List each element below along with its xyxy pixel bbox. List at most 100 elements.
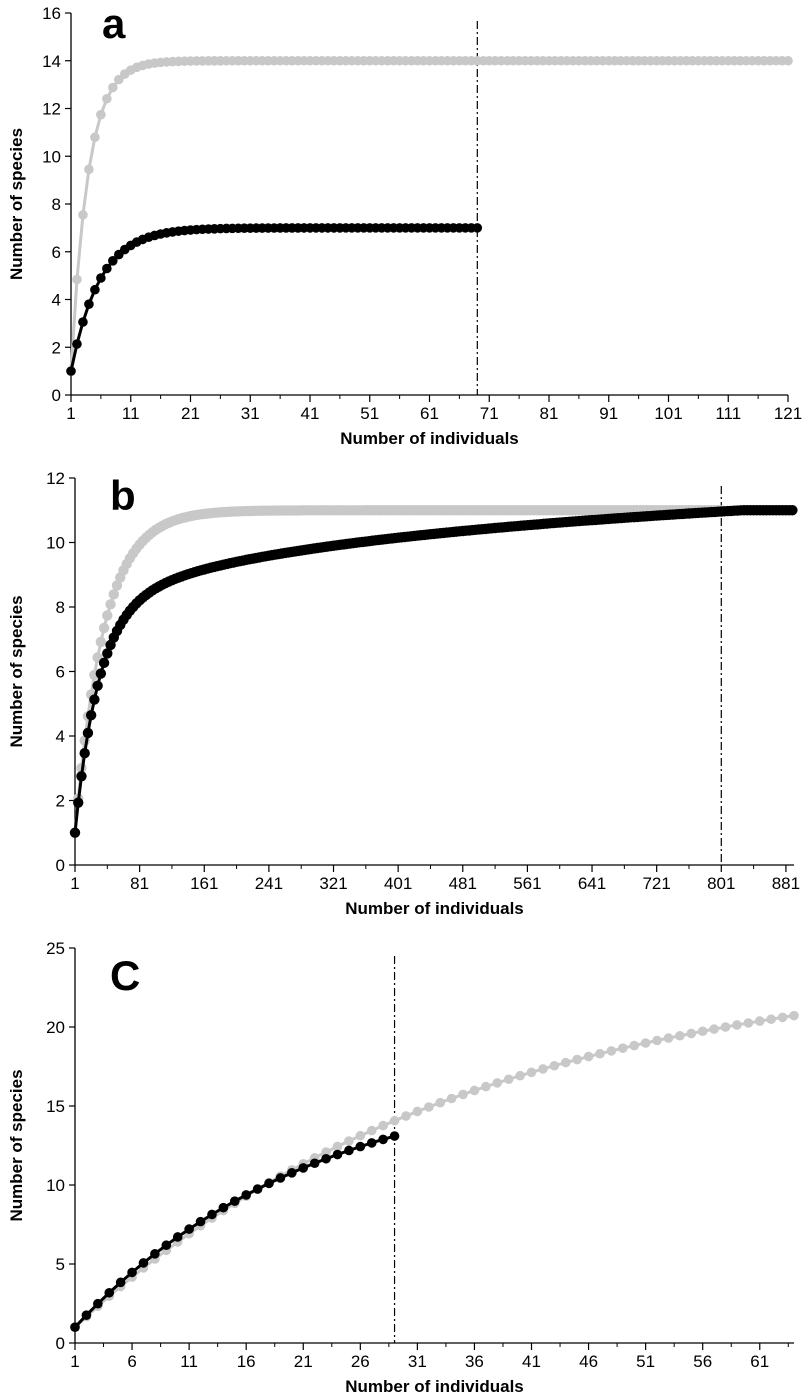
data-point (85, 709, 97, 721)
data-point (606, 1046, 617, 1056)
data-point (76, 771, 87, 782)
x-tick-label: 61 (750, 1352, 769, 1371)
data-point (618, 1043, 628, 1053)
data-point (73, 797, 84, 808)
data-point (378, 1134, 388, 1145)
data-point (787, 505, 798, 516)
data-point (435, 1097, 446, 1108)
y-tick-label: 2 (52, 338, 61, 357)
x-axis-title: Number of individuals (345, 899, 524, 918)
panel-b: 0 2 4 6 8 10 12 1 81 161 241 321 401 481 561 641 721 801 8… (7, 469, 800, 918)
data-point (675, 1030, 685, 1041)
data-point (560, 1057, 571, 1068)
x-tick-label: 31 (408, 1352, 427, 1371)
data-point (84, 164, 94, 175)
data-point (743, 1018, 754, 1028)
data-point (66, 366, 76, 376)
y-tick-label: 10 (46, 534, 65, 553)
data-point (264, 1178, 274, 1189)
data-point (241, 1190, 251, 1200)
y-tick-label: 20 (46, 1018, 65, 1037)
data-point (423, 1102, 434, 1112)
y-tick-label: 6 (56, 663, 65, 682)
data-point (108, 82, 118, 93)
data-point (332, 1141, 343, 1152)
x-tick-label: 16 (237, 1352, 256, 1371)
panel-letter: a (102, 0, 126, 47)
y-tick-label: 25 (46, 939, 65, 958)
x-axis-title: Number of individuals (345, 1377, 524, 1396)
y-tick-label: 0 (56, 1334, 65, 1353)
data-point (287, 1168, 297, 1178)
data-point (92, 680, 103, 691)
data-point (538, 1064, 548, 1074)
x-tick-label: 26 (351, 1352, 370, 1371)
data-point (70, 1322, 80, 1332)
y-tick-label: 0 (52, 386, 61, 405)
data-point (389, 1115, 400, 1126)
data-point (595, 1048, 605, 1059)
panel-letter: C (110, 952, 140, 999)
data-point (252, 1184, 263, 1194)
data-point (549, 1060, 560, 1071)
data-point (161, 1240, 172, 1251)
data-point (321, 1153, 331, 1164)
data-point (108, 589, 119, 600)
data-point (686, 1028, 697, 1039)
data-point (104, 1287, 115, 1298)
x-tick-label: 56 (693, 1352, 712, 1371)
x-tick-label: 481 (449, 874, 477, 893)
x-tick-label: 71 (480, 404, 499, 423)
data-point (469, 1085, 480, 1096)
data-point (766, 1014, 776, 1025)
data-point (102, 263, 112, 274)
data-point (321, 1147, 331, 1157)
x-tick-label: 81 (540, 404, 559, 423)
data-point (96, 273, 106, 283)
x-tick-label: 561 (513, 874, 541, 893)
data-point (229, 1196, 240, 1206)
series-black (70, 1131, 400, 1332)
series-line (69, 59, 788, 372)
x-tick-label: 11 (180, 1352, 198, 1371)
y-axis-title: Number of species (7, 595, 26, 747)
y-tick-label: 14 (42, 52, 61, 71)
x-tick-label: 21 (181, 404, 200, 423)
data-point (72, 339, 82, 349)
data-point (102, 610, 113, 621)
data-point (72, 274, 82, 285)
panel-letter: b (110, 472, 136, 519)
y-tick-label: 0 (56, 856, 65, 875)
series-line (73, 1014, 795, 1329)
data-point (172, 1232, 183, 1242)
data-point (95, 668, 107, 679)
data-point (102, 648, 113, 659)
data-point (115, 1277, 126, 1288)
data-point (503, 1074, 514, 1085)
data-point (78, 317, 88, 327)
y-axis-title: Number of species (7, 1069, 26, 1221)
data-point (732, 1020, 742, 1030)
data-point (127, 1267, 137, 1278)
x-tick-label: 31 (241, 404, 260, 423)
data-point (472, 223, 483, 233)
data-point (754, 1016, 765, 1026)
series-line (73, 508, 722, 833)
data-point (69, 827, 81, 838)
data-point (720, 1022, 731, 1032)
x-tick-label: 101 (654, 404, 682, 423)
data-point (344, 1136, 354, 1146)
data-point (640, 1038, 651, 1048)
x-tick-label: 91 (599, 404, 618, 423)
series-gray (69, 505, 727, 838)
data-point (218, 1202, 229, 1213)
data-point (90, 284, 100, 295)
x-tick-label: 401 (384, 874, 412, 893)
data-point (783, 55, 793, 66)
x-tick-label: 1 (70, 1352, 79, 1371)
data-point (572, 1054, 582, 1065)
data-point (789, 1010, 799, 1021)
series-black (69, 505, 798, 838)
